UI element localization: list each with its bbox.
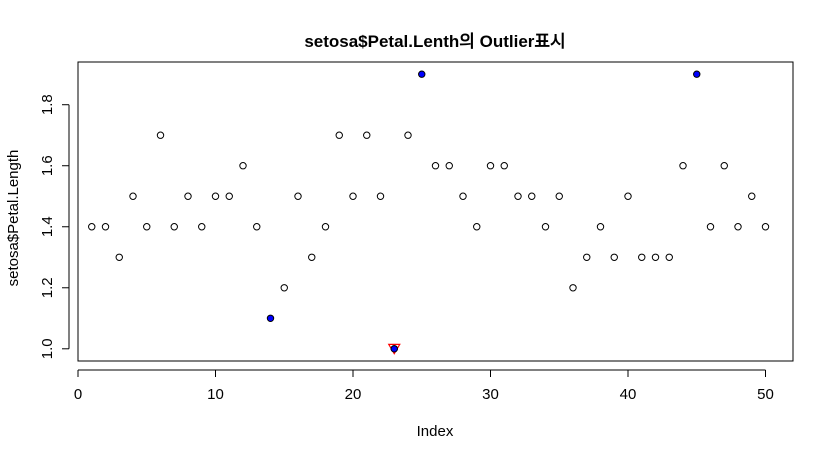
data-point <box>514 192 522 200</box>
data-point <box>528 192 536 200</box>
data-point <box>225 192 233 200</box>
x-tick-label: 10 <box>207 386 224 403</box>
data-point <box>143 223 151 231</box>
data-point <box>624 192 632 200</box>
data-point <box>198 223 206 231</box>
outlier-point <box>266 314 275 322</box>
y-axis: 1.0 1.2 1.4 1.6 1.8 <box>39 94 69 359</box>
y-tick-label: 1.6 <box>39 155 56 176</box>
data-point <box>555 192 563 200</box>
data-point <box>239 162 247 170</box>
data-point <box>638 253 646 261</box>
y-tick-label: 1.8 <box>39 94 56 115</box>
x-tick-label: 50 <box>757 386 774 403</box>
data-point <box>679 162 687 170</box>
data-point <box>431 162 440 170</box>
y-tick-label: 1.2 <box>39 277 56 298</box>
data-point <box>349 192 357 200</box>
data-point <box>101 223 110 231</box>
data-point <box>253 223 261 231</box>
data-point <box>500 162 508 170</box>
data-point <box>308 253 316 261</box>
outlier-point <box>693 70 701 78</box>
y-tick-label: 1.4 <box>39 216 56 237</box>
data-point <box>170 223 178 231</box>
data-point <box>720 162 728 170</box>
outlier-point <box>390 345 398 353</box>
data-point <box>748 192 756 200</box>
data-point <box>88 223 96 231</box>
outlier-markers <box>387 343 401 355</box>
data-point <box>665 253 673 261</box>
data-point <box>610 253 618 261</box>
data-point <box>583 253 591 261</box>
data-point <box>376 192 385 200</box>
data-point <box>596 223 605 231</box>
data-point <box>486 162 495 170</box>
x-axis: 0 10 20 30 40 50 <box>74 370 774 403</box>
data-point <box>363 131 371 139</box>
data-point <box>211 192 220 200</box>
data-point <box>294 192 302 200</box>
data-point <box>129 192 137 200</box>
data-points <box>88 70 770 353</box>
data-point <box>335 131 343 139</box>
x-tick-label: 20 <box>345 386 362 403</box>
data-point <box>706 223 715 231</box>
outlier-point <box>418 70 426 78</box>
data-point <box>459 192 467 200</box>
data-point <box>734 223 742 231</box>
data-point <box>569 284 577 292</box>
x-tick-label: 0 <box>74 386 82 403</box>
data-point <box>541 223 550 231</box>
data-point <box>156 131 165 139</box>
x-tick-label: 30 <box>482 386 499 403</box>
chart-title: setosa$Petal.Lenth의 Outlier표시 <box>304 32 565 51</box>
y-tick-label: 1.0 <box>39 338 56 359</box>
data-point <box>280 284 288 292</box>
x-axis-label: Index <box>417 423 454 440</box>
x-tick-label: 40 <box>620 386 637 403</box>
data-point <box>184 192 192 200</box>
data-point <box>445 162 453 170</box>
plot-frame <box>77 61 794 362</box>
data-point <box>761 223 770 231</box>
data-point <box>651 253 660 261</box>
data-point <box>404 131 412 139</box>
data-point <box>115 253 123 261</box>
data-point <box>473 223 481 231</box>
data-point <box>321 223 330 231</box>
y-axis-label: setosa$Petal.Length <box>5 150 22 287</box>
